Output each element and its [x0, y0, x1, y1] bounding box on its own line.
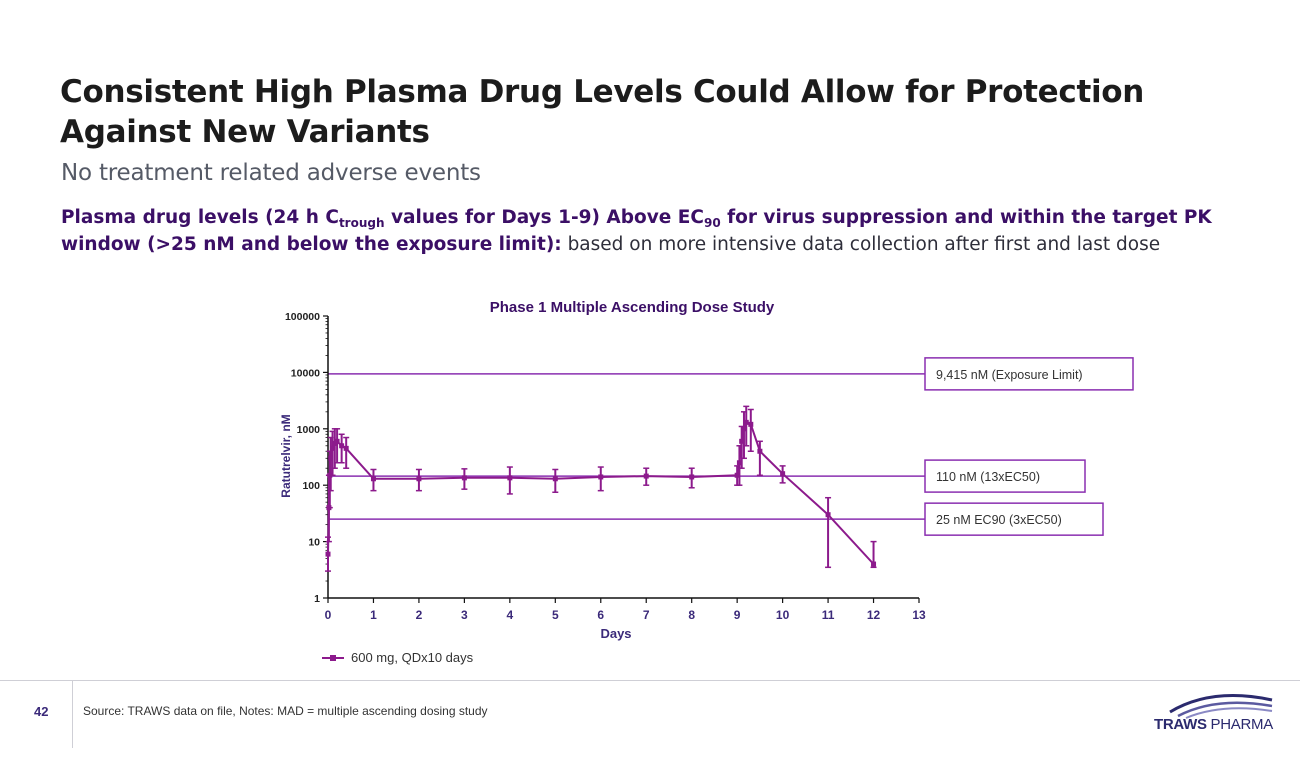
data-point — [339, 443, 345, 449]
data-point — [748, 421, 754, 427]
chart-title: Phase 1 Multiple Ascending Dose Study — [490, 299, 775, 316]
legend-label: 600 mg, QDx10 days — [351, 650, 474, 665]
x-tick-label: 6 — [597, 608, 604, 622]
data-point — [743, 419, 749, 425]
slide-subtitle: No treatment related adverse events — [61, 160, 481, 186]
desc-bold-3: for virus suppression and within the tar… — [61, 207, 1212, 255]
legend: 600 mg, QDx10 days — [322, 650, 474, 665]
x-tick-label: 9 — [734, 608, 741, 622]
slide-title: Consistent High Plasma Drug Levels Could… — [60, 74, 1145, 150]
desc-rest: based on more intensive data collection … — [561, 234, 1161, 255]
desc-sub-90: 90 — [703, 216, 721, 230]
y-tick-label: 10 — [308, 537, 320, 549]
x-tick-label: 13 — [912, 608, 926, 622]
reference-label: 110 nM (13xEC50) — [936, 470, 1040, 484]
data-point — [736, 460, 742, 466]
desc-bold-2: values for Days 1-9) Above EC — [384, 207, 704, 228]
source-note: Source: TRAWS data on file, Notes: MAD =… — [83, 704, 488, 718]
x-tick-label: 5 — [552, 608, 559, 622]
data-point — [825, 512, 831, 518]
x-tick-label: 3 — [461, 608, 468, 622]
y-axis-label: Ratutrelvir, nM — [279, 414, 293, 497]
reference-label-box — [924, 502, 1104, 536]
series-line — [327, 421, 875, 565]
page-number: 42 — [34, 704, 49, 719]
x-tick-label: 4 — [507, 608, 514, 622]
pk-chart: Phase 1 Multiple Ascending Dose Study 9,… — [279, 299, 1134, 665]
logo-text-bold: TRAWS — [1154, 716, 1207, 733]
logo-text-rest: PHARMA — [1206, 716, 1274, 733]
traws-logo-icon — [1169, 694, 1273, 719]
data-point — [343, 445, 349, 451]
data-point — [334, 438, 340, 444]
logo-text: TRAWS PHARMA — [1154, 716, 1273, 733]
data-point — [739, 438, 745, 444]
data-point — [552, 476, 558, 482]
data-point — [757, 448, 763, 454]
data-point — [461, 475, 467, 481]
data-point — [741, 426, 747, 432]
data-point — [734, 472, 740, 478]
y-tick-label: 10000 — [291, 367, 320, 379]
y-tick-label: 1000 — [297, 424, 321, 436]
x-tick-label: 12 — [867, 608, 881, 622]
data-point — [689, 474, 695, 480]
data-point — [507, 475, 513, 481]
x-tick-label: 0 — [325, 608, 332, 622]
footer-divider — [0, 680, 1300, 681]
slide-description: Plasma drug levels (24 h Ctrough values … — [61, 204, 1261, 258]
y-tick-label: 100 — [302, 480, 320, 492]
reference-label: 9,415 nM (Exposure Limit) — [936, 368, 1083, 382]
x-tick-label: 1 — [370, 608, 377, 622]
data-point — [325, 551, 331, 557]
footer-vertical-divider — [72, 680, 73, 748]
data-point — [328, 455, 334, 461]
reference-label-box — [924, 357, 1134, 391]
y-tick-label: 1 — [314, 593, 320, 605]
data-point — [780, 471, 786, 477]
data-point — [598, 474, 604, 480]
x-tick-label: 10 — [776, 608, 790, 622]
x-tick-label: 11 — [822, 608, 835, 622]
y-tick-label: 100000 — [285, 311, 320, 323]
x-tick-label: 2 — [416, 608, 423, 622]
desc-sub-trough: trough — [338, 216, 385, 230]
data-point — [330, 445, 336, 451]
x-tick-label: 8 — [688, 608, 695, 622]
reference-label-box — [924, 459, 1086, 493]
data-point — [370, 476, 376, 482]
reference-label: 25 nM EC90 (3xEC50) — [936, 513, 1062, 527]
legend-marker-icon — [330, 655, 336, 661]
data-point — [643, 473, 649, 479]
x-tick-label: 7 — [643, 608, 650, 622]
data-point — [416, 476, 422, 482]
x-axis-label: Days — [600, 626, 631, 641]
data-point — [871, 561, 877, 567]
desc-bold-1: Plasma drug levels (24 h C — [61, 207, 339, 228]
